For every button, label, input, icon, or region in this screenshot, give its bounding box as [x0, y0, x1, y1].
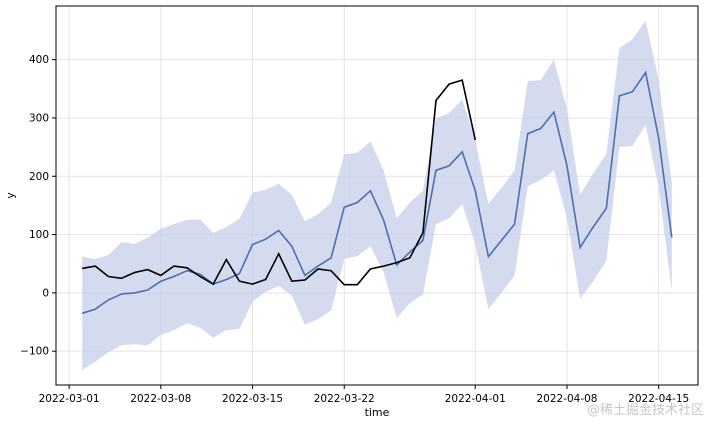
x-tick-label: 2022-03-01 [39, 393, 100, 405]
y-tick-label: 300 [29, 112, 49, 124]
y-axis-label: y [4, 192, 17, 199]
interval-band [82, 20, 672, 370]
x-tick-label: 2022-04-08 [536, 393, 597, 405]
y-tick-label: 400 [29, 54, 49, 66]
plot-frame [55, 5, 699, 386]
y-tick-label: 200 [29, 171, 49, 183]
actual-line [82, 79, 477, 286]
x-tick-label: 2022-03-08 [130, 393, 191, 405]
x-axis-label: time [365, 406, 390, 419]
forecast-line [81, 70, 673, 315]
x-tick-label: 2022-04-01 [445, 393, 506, 405]
x-tick-label: 2022-04-15 [628, 393, 689, 405]
y-tick-label: −100 [20, 346, 49, 358]
x-tick-label: 2022-03-22 [314, 393, 375, 405]
y-tick-label: 0 [42, 287, 49, 299]
y-tick-label: 100 [29, 229, 49, 241]
x-tick-label: 2022-03-15 [222, 393, 283, 405]
watermark: @稀土掘金技术社区 [586, 403, 704, 418]
